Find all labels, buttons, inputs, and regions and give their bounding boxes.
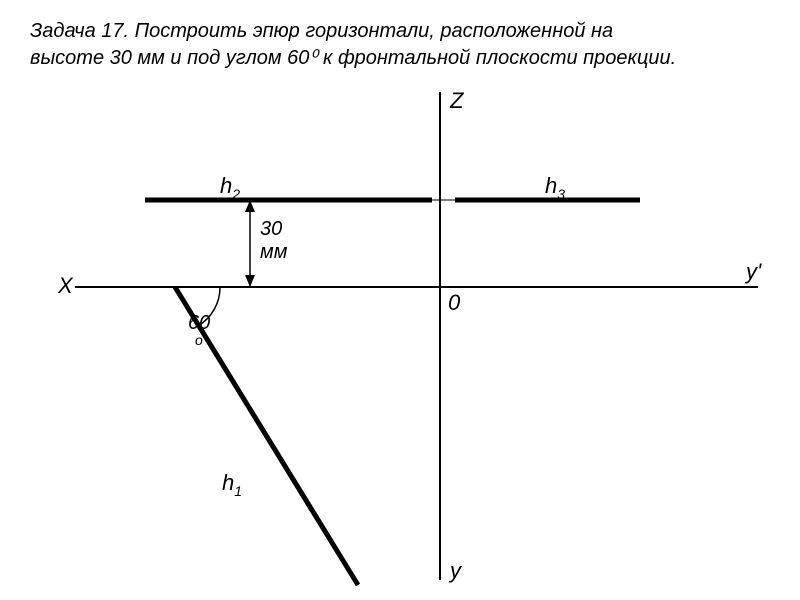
axis-y-label: y — [448, 558, 463, 583]
h2-label: h2 — [220, 173, 240, 202]
dimension-value: 30 — [260, 218, 282, 240]
dimension-unit: мм — [260, 241, 288, 263]
axis-z-label: Z — [449, 88, 465, 113]
axis-yprime-label: y' — [744, 259, 762, 284]
angle-degree: o — [195, 332, 203, 348]
dimension-arrow-bottom — [245, 275, 255, 287]
origin-label: 0 — [448, 290, 461, 315]
h1-label: h1 — [222, 470, 242, 499]
angle-value: 60 — [188, 312, 210, 334]
epure-diagram: Z X y' y 0 h2 h3 30 мм h1 60 o — [0, 0, 800, 600]
axis-x-label: X — [57, 273, 74, 298]
h3-label: h3 — [545, 173, 565, 202]
